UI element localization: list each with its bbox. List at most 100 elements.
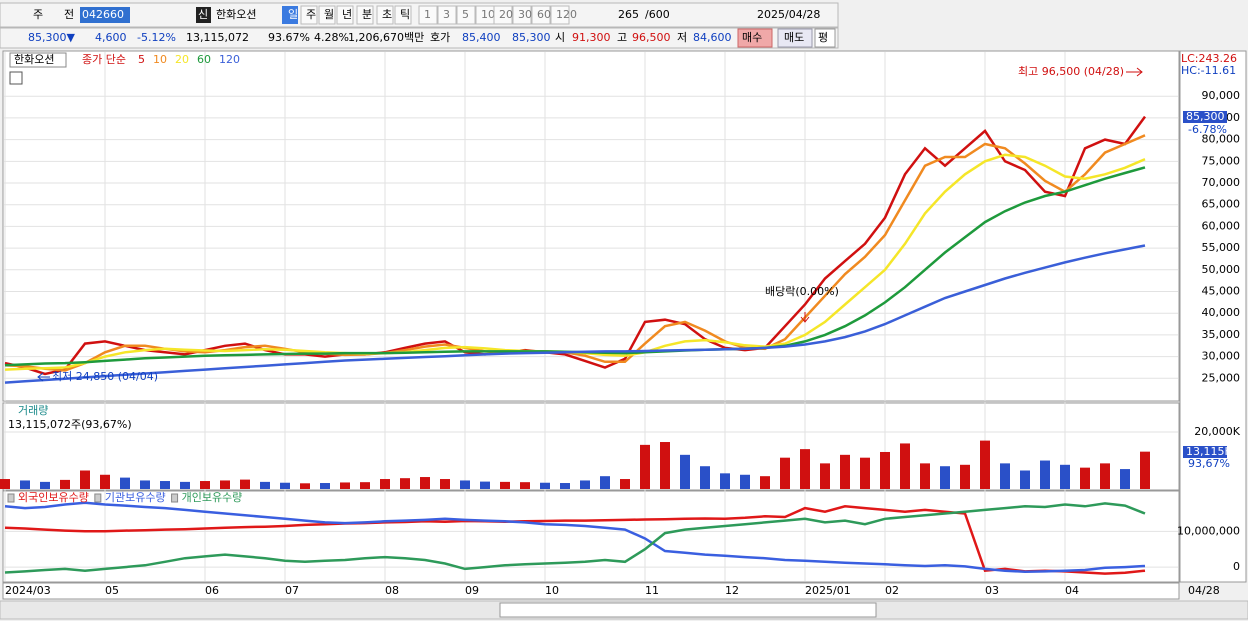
period-button[interactable]: [456, 5, 476, 25]
period-button[interactable]: [493, 5, 513, 25]
last-date: 04/28: [1188, 584, 1220, 597]
y-tick-label: 90,000: [1202, 89, 1241, 102]
series-line: [4, 502, 1146, 574]
volume-bar: [620, 479, 630, 489]
volume-bar: [480, 481, 490, 489]
volume-bar: [180, 481, 190, 489]
sell-button[interactable]: [777, 28, 813, 48]
toolbar-item[interactable]: 주: [306, 8, 316, 21]
toolbar-item[interactable]: 1: [424, 8, 431, 21]
y-tick-label: 80,000: [1202, 133, 1241, 146]
volume-bar: [700, 466, 710, 489]
period-button[interactable]: [418, 5, 438, 25]
period-button[interactable]: [531, 5, 551, 25]
volume-bar: [720, 473, 730, 489]
y-tick-label: 65,000: [1202, 198, 1241, 211]
volume-bar: [460, 480, 470, 489]
volume-bar: [580, 480, 590, 489]
last-volume-box: [1183, 446, 1227, 458]
quote-item[interactable]: 매수: [742, 31, 762, 44]
legend-entry: 외국인보유수량: [18, 491, 89, 504]
toolbar-item[interactable]: 20: [499, 8, 513, 21]
toolbar-item: 주: [33, 8, 43, 21]
legend-entry: 개인보유수량: [182, 491, 243, 504]
volume-bar: [100, 474, 110, 489]
volume-bar: [1140, 451, 1150, 489]
toolbar-item[interactable]: 10: [481, 8, 495, 21]
legend-entry: 120: [219, 53, 240, 66]
avg-button[interactable]: [814, 28, 836, 48]
legend-swatch: [171, 493, 179, 503]
volume-bar: [960, 464, 970, 489]
quote-item[interactable]: 평: [818, 31, 828, 44]
quote-item: -5.12%: [137, 31, 176, 44]
volume-bar: [640, 444, 650, 489]
quote-item[interactable]: 매도: [784, 31, 804, 44]
hc-label: HC:-11.61: [1181, 64, 1236, 77]
period-button[interactable]: [318, 5, 336, 25]
volume-bar: [1040, 460, 1050, 489]
toolbar-item[interactable]: 초: [382, 8, 392, 21]
volume-bar: [140, 480, 150, 489]
toolbar-item[interactable]: 60: [537, 8, 551, 21]
toolbar-item[interactable]: 30: [518, 8, 532, 21]
toolbar-item[interactable]: 5: [462, 8, 469, 21]
volume-bar: [1020, 470, 1030, 489]
toolbar-item[interactable]: 분: [362, 8, 372, 21]
toolbar-item[interactable]: 년: [342, 8, 352, 21]
period-button[interactable]: [394, 5, 412, 25]
volume-bar: [680, 454, 690, 489]
period-selected: [282, 6, 298, 24]
quote-item: 85,300▼: [28, 31, 75, 44]
x-tick-label: 05: [105, 584, 119, 597]
dividend-annotation: 배당락(0.00%): [765, 285, 839, 298]
period-button[interactable]: [376, 5, 394, 25]
high-annotation: 최고 96,500 (04/28): [1018, 65, 1124, 78]
toolbar-item[interactable]: 120: [556, 8, 577, 21]
volume-bar: [380, 479, 390, 489]
volume-bar: [60, 479, 70, 489]
y-tick-label: 70,000: [1202, 176, 1241, 189]
right-axis: [1179, 50, 1247, 583]
period-button[interactable]: [437, 5, 457, 25]
quote-item: 시: [555, 31, 565, 44]
toolbar-item[interactable]: 일: [288, 7, 298, 21]
volume-bar: [800, 449, 810, 489]
volume-bar: [880, 451, 890, 489]
period-button[interactable]: [300, 5, 318, 25]
scroll-thumb[interactable]: [499, 602, 877, 618]
toolbar-item[interactable]: 월: [324, 8, 334, 21]
x-tick-label: 09: [465, 584, 479, 597]
x-tick-label: 08: [385, 584, 399, 597]
legend-swatch: [7, 493, 15, 503]
volume-bar: [440, 479, 450, 489]
legend-entry: 기관보유수량: [105, 491, 166, 504]
toolbar-item: 신: [198, 8, 208, 21]
period-button[interactable]: [550, 5, 570, 25]
volume-bar: [260, 481, 270, 489]
low-annotation: 최저 24,850 (04/04): [52, 370, 158, 383]
change-label: -6.78%: [1188, 123, 1227, 136]
toolbar-item[interactable]: 3: [443, 8, 450, 21]
period-button[interactable]: [356, 5, 374, 25]
y-tick-label: 60,000: [1202, 219, 1241, 232]
toolbar-item[interactable]: 틱: [400, 8, 410, 21]
volume-bar: [760, 476, 770, 489]
x-tick-label: 11: [645, 584, 659, 597]
volume-bar: [660, 442, 670, 489]
x-tick-label: 2025/01: [805, 584, 851, 597]
last-price-box: [1183, 111, 1227, 123]
period-button[interactable]: [336, 5, 354, 25]
toolbar-item: 전: [64, 8, 74, 21]
volume-bar: [20, 480, 30, 489]
volume-bar: [0, 479, 10, 489]
buy-button[interactable]: [737, 28, 773, 48]
volume-bar: [160, 481, 170, 489]
volume-bar: [1060, 464, 1070, 489]
y-tick-label: 30,000: [1202, 350, 1241, 363]
quote-item: 1,206,670백만: [348, 31, 424, 44]
volume-bar: [820, 463, 830, 489]
volume-bar: [780, 457, 790, 489]
last-price: 85,300: [1186, 110, 1225, 123]
period-button[interactable]: [512, 5, 532, 25]
